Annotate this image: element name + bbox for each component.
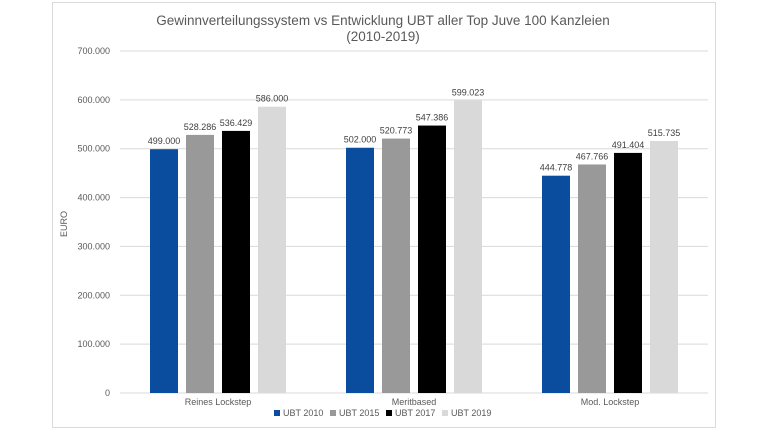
category-label: Mod. Lockstep — [581, 397, 640, 407]
chart-frame: Gewinnverteilungssystem vs Entwicklung U… — [52, 2, 716, 428]
legend-swatch — [330, 410, 336, 416]
data-label: 528.286 — [184, 122, 217, 132]
data-label: 444.778 — [540, 163, 573, 173]
y-tick-label: 0 — [105, 388, 110, 398]
data-label: 502.000 — [344, 135, 377, 145]
y-tick-label: 700.000 — [77, 46, 110, 56]
y-tick-label: 500.000 — [77, 144, 110, 154]
chart-title: Gewinnverteilungssystem vs Entwicklung U… — [156, 13, 609, 28]
bars — [150, 100, 678, 394]
bar — [346, 147, 374, 393]
data-label: 599.023 — [452, 87, 485, 97]
y-tick-label: 600.000 — [77, 95, 110, 105]
data-label: 499.000 — [148, 136, 181, 146]
y-tick-label: 400.000 — [77, 193, 110, 203]
y-axis-title: EURO — [59, 211, 69, 237]
bar — [454, 100, 482, 394]
y-tick-label: 300.000 — [77, 241, 110, 251]
legend-label: UBT 2015 — [339, 408, 379, 418]
legend-label: UBT 2019 — [451, 408, 491, 418]
y-tick-label: 100.000 — [77, 339, 110, 349]
chart-svg: Gewinnverteilungssystem vs Entwicklung U… — [59, 13, 708, 418]
data-label: 491.404 — [612, 140, 645, 150]
category-label: Reines Lockstep — [185, 397, 252, 407]
data-label: 586.000 — [256, 94, 289, 104]
legend: UBT 2010 UBT 2015 UBT 2017 UBT 2019 — [274, 408, 491, 418]
bar — [150, 149, 178, 393]
legend-swatch — [386, 410, 392, 416]
bar — [650, 141, 678, 393]
legend-label: UBT 2010 — [283, 408, 323, 418]
bar — [222, 130, 250, 393]
legend-swatch — [442, 410, 448, 416]
category-labels: Reines Lockstep Meritbased Mod. Lockstep — [185, 397, 640, 407]
bar — [418, 125, 446, 394]
data-label: 536.429 — [220, 118, 253, 128]
y-tick-label: 200.000 — [77, 290, 110, 300]
bar — [614, 152, 642, 393]
bar — [578, 164, 606, 393]
data-label: 515.735 — [648, 128, 681, 138]
chart-subtitle: (2010-2019) — [346, 29, 420, 44]
data-label: 547.386 — [416, 113, 449, 123]
bar — [542, 175, 570, 393]
category-label: Meritbased — [392, 397, 437, 407]
gridlines — [120, 50, 708, 394]
data-label: 467.766 — [576, 151, 609, 161]
legend-label: UBT 2017 — [395, 408, 435, 418]
y-tick-labels: 0 100.000 200.000 300.000 400.000 500.000 600.… — [77, 46, 110, 398]
legend-swatch — [274, 410, 280, 416]
bar — [382, 138, 410, 393]
bar — [258, 106, 286, 393]
bar — [186, 134, 214, 393]
data-label: 520.773 — [380, 126, 413, 136]
